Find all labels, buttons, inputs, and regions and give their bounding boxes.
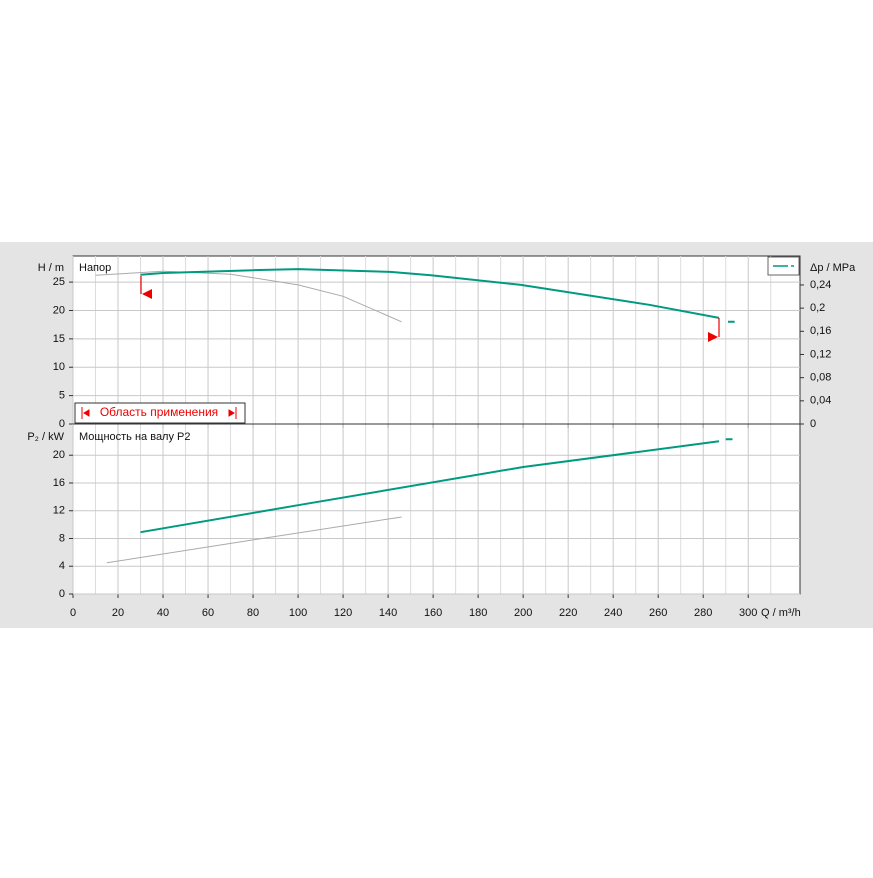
x-tick-label: 180 [469, 607, 487, 619]
x-tick-label: 120 [334, 607, 352, 619]
x-tick-label: 20 [112, 607, 124, 619]
x-tick-label: 60 [202, 607, 214, 619]
y-tick-label: 4 [59, 560, 65, 572]
y2-tick-label: 0,2 [810, 302, 825, 314]
x-tick-label: 160 [424, 607, 442, 619]
x-tick-label: 140 [379, 607, 397, 619]
y-axis-label: P₂ / kW [27, 431, 64, 443]
lines [95, 268, 735, 564]
x-tick-label: 240 [604, 607, 622, 619]
series-line [106, 516, 402, 564]
y2-tick-label: 0,16 [810, 325, 831, 337]
x-tick-label: 80 [247, 607, 259, 619]
x-tick-label: 0 [70, 607, 76, 619]
grid [69, 256, 804, 598]
y-tick-label: 25 [53, 276, 65, 288]
panel-title: Напор [79, 262, 111, 274]
annotation-arrows [81, 407, 237, 419]
annotation: Область применения [100, 405, 218, 419]
y-tick-label: 20 [53, 304, 65, 316]
y-axis-label: H / m [38, 262, 64, 274]
y-tick-label: 0 [59, 588, 65, 600]
x-tick-label: 100 [289, 607, 307, 619]
y2-tick-label: 0,24 [810, 279, 831, 291]
y-tick-label: 8 [59, 532, 65, 544]
limit-line [140, 276, 720, 337]
x-tick-label: 40 [157, 607, 169, 619]
y-tick-label: 0 [59, 418, 65, 430]
y-tick-label: 20 [53, 449, 65, 461]
y-tick-label: 12 [53, 505, 65, 517]
x-tick-label: 220 [559, 607, 577, 619]
y2-tick-label: 0,12 [810, 348, 831, 360]
y-tick-label: 10 [53, 361, 65, 373]
y2-tick-label: 0,04 [810, 395, 831, 407]
series-line [140, 268, 735, 323]
y2-axis-label: Δp / MPa [810, 262, 856, 274]
x-tick-label: 280 [694, 607, 712, 619]
panel-title: Мощность на валу P2 [79, 431, 191, 443]
y-tick-label: 5 [59, 390, 65, 402]
plot-area [72, 255, 801, 595]
x-tick-label: 200 [514, 607, 532, 619]
x-axis-label: Q / m³/h [761, 607, 801, 619]
series-line [140, 438, 733, 534]
x-tick-label: 260 [649, 607, 667, 619]
y-tick-label: 16 [53, 477, 65, 489]
series-line [95, 270, 402, 323]
annotation-box [74, 402, 246, 424]
y2-tick-label: 0,08 [810, 372, 831, 384]
y2-tick-label: 0 [810, 418, 816, 430]
y-tick-label: 15 [53, 333, 65, 345]
x-tick-label: 300 [739, 607, 757, 619]
